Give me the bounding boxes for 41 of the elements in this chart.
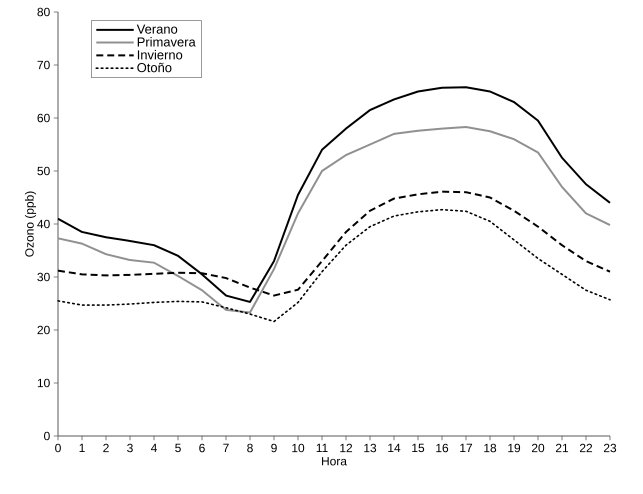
y-tick-label: 20 xyxy=(38,326,50,334)
x-tick-label: 8 xyxy=(247,444,253,452)
x-tick-label: 22 xyxy=(580,444,592,452)
x-tick-label: 18 xyxy=(484,444,496,452)
x-tick-label: 3 xyxy=(127,444,133,452)
x-tick-label: 16 xyxy=(436,444,448,452)
x-tick-label: 0 xyxy=(55,444,61,452)
line-series xyxy=(57,126,612,314)
y-tick-label: 30 xyxy=(37,272,50,282)
x-tick-label: 15 xyxy=(412,444,424,452)
x-tick-label: 19 xyxy=(508,444,520,452)
legend-label: Otoño xyxy=(137,62,172,72)
x-tick-label: 10 xyxy=(292,444,304,452)
y-tick-label: 10 xyxy=(38,378,50,388)
x-tick-label: 6 xyxy=(199,444,205,452)
x-tick-label: 4 xyxy=(150,444,157,452)
y-tick-label: 0 xyxy=(44,432,50,440)
x-tick-label: 13 xyxy=(364,444,376,452)
y-tick-label: 40 xyxy=(37,220,50,228)
y-axis-title: Ozono (ppb) xyxy=(24,192,36,257)
x-tick-label: 14 xyxy=(388,444,400,452)
y-tick-label: 50 xyxy=(37,166,50,176)
x-tick-label: 5 xyxy=(175,444,181,452)
x-tick-label: 2 xyxy=(103,444,109,452)
y-tick-label: 60 xyxy=(38,114,50,122)
x-tick-label: 1 xyxy=(80,444,85,452)
x-axis-title: Hora xyxy=(322,457,347,466)
x-tick-label: 7 xyxy=(223,444,229,452)
legend-label: Primavera xyxy=(138,37,196,47)
x-tick-label: 12 xyxy=(340,444,352,452)
x-tick-label: 17 xyxy=(460,444,472,452)
x-tick-label: 20 xyxy=(532,444,544,452)
x-tick-label: 23 xyxy=(604,444,616,452)
y-tick-label: 80 xyxy=(37,8,50,16)
line-series xyxy=(57,86,612,303)
legend-label: Invierno xyxy=(138,50,182,60)
y-tick-label: 70 xyxy=(38,60,50,70)
x-tick-label: 11 xyxy=(316,444,328,452)
x-tick-label: 21 xyxy=(556,444,568,452)
legend-label: Verano xyxy=(136,24,178,34)
x-tick-label: 9 xyxy=(271,444,277,452)
